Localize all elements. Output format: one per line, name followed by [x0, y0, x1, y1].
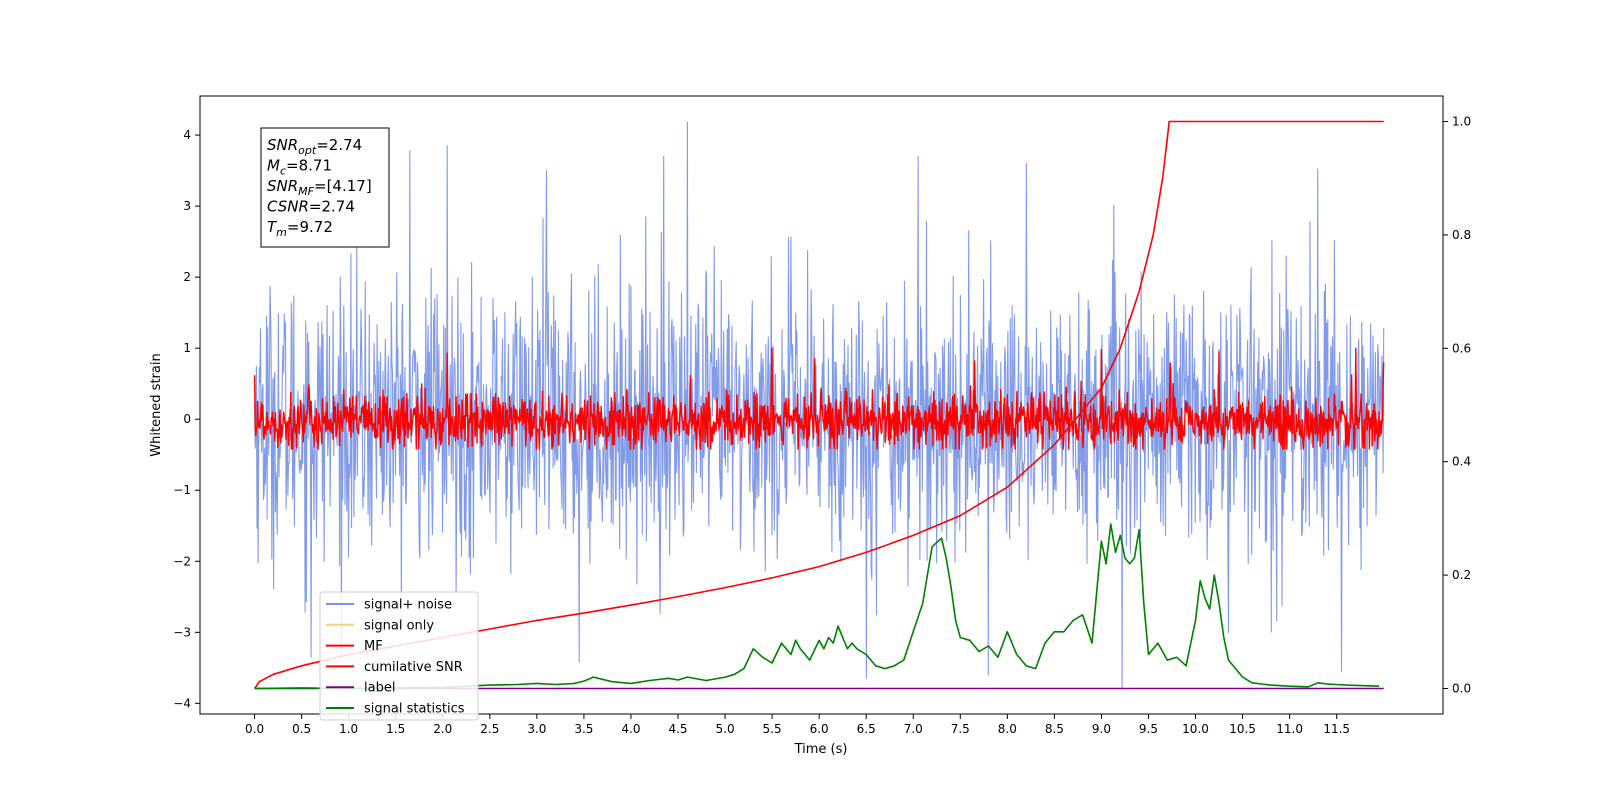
y2-tick-label: 0.6 — [1452, 341, 1471, 355]
y-tick-label: 2 — [183, 270, 191, 284]
series-line — [253, 347, 1385, 450]
x-tick-label: 10.5 — [1229, 722, 1256, 736]
x-tick-label: 2.5 — [480, 722, 499, 736]
legend-label: cumilative SNR — [364, 660, 463, 675]
axes-frame — [199, 95, 1444, 715]
legend-label: signal+ noise — [364, 598, 452, 613]
legend-label: MF — [364, 639, 383, 654]
x-tick-label: 6.0 — [810, 722, 829, 736]
x-tick-label: 8.0 — [998, 722, 1017, 736]
y-tick-label: −1 — [173, 483, 191, 497]
x-tick-label: 4.5 — [668, 722, 687, 736]
x-axis-label: Time (s) — [794, 742, 848, 757]
annotation-line: Mc=8.71 — [267, 157, 332, 178]
annotation-line: SNRopt=2.74 — [267, 136, 362, 157]
x-tick-label: 3.0 — [527, 722, 546, 736]
legend: signal+ noise signal only MF cumilative SNR… — [319, 591, 479, 721]
y-tick-label: 1 — [183, 341, 191, 355]
x-tick-label: 10.0 — [1182, 722, 1209, 736]
x-tick-label: 11.0 — [1276, 722, 1303, 736]
x-tick-label: 3.5 — [574, 722, 593, 736]
x-tick-label: 0.5 — [292, 722, 311, 736]
y-axis-left: 4 3 2 1 0 −1 −2 −3 −4 — [173, 128, 200, 710]
x-tick-label: 9.5 — [1139, 722, 1158, 736]
annotation-frame — [260, 127, 390, 248]
series-line — [254, 523, 1380, 690]
y2-tick-label: 0.4 — [1452, 455, 1471, 469]
x-tick-label: 8.5 — [1045, 722, 1064, 736]
y-tick-label: 3 — [183, 199, 191, 213]
x-tick-label: 7.0 — [904, 722, 923, 736]
annotation-line: CSNR=2.74 — [267, 198, 355, 216]
y-axis-right: 1.0 0.8 0.6 0.4 0.2 0.0 — [1443, 115, 1471, 695]
legend-frame — [319, 591, 479, 721]
y2-tick-label: 0.0 — [1452, 681, 1471, 695]
x-axis: 0.0 0.5 1.0 1.5 2.0 2.5 3.0 3.5 4.0 4.5 5.0 5.5 6.0 6… — [245, 714, 1350, 736]
annotation-line: SNRMF=[4.17] — [267, 177, 372, 198]
x-tick-label: 6.5 — [857, 722, 876, 736]
x-tick-label: 0.0 — [245, 722, 264, 736]
x-tick-label: 4.0 — [621, 722, 640, 736]
legend-label: label — [364, 681, 395, 696]
y-tick-label: −3 — [173, 625, 191, 639]
y-tick-label: −2 — [173, 554, 191, 568]
x-tick-label: 1.0 — [339, 722, 358, 736]
x-tick-label: 2.0 — [433, 722, 452, 736]
x-tick-label: 5.5 — [763, 722, 782, 736]
x-tick-label: 1.5 — [386, 722, 405, 736]
y2-tick-label: 0.2 — [1452, 568, 1471, 582]
y-tick-label: 0 — [183, 412, 191, 426]
legend-label: signal only — [364, 618, 434, 633]
x-tick-label: 11.5 — [1323, 722, 1350, 736]
legend-label: signal statistics — [364, 702, 465, 717]
y2-tick-label: 0.8 — [1452, 228, 1471, 242]
y-axis-label: Whitened strain — [149, 353, 164, 456]
x-tick-label: 7.5 — [951, 722, 970, 736]
y-tick-label: 4 — [183, 128, 191, 142]
y-tick-label: −4 — [173, 696, 191, 710]
annotation-line: Tm=9.72 — [267, 218, 333, 239]
x-tick-label: 9.0 — [1092, 722, 1111, 736]
x-tick-label: 5.0 — [716, 722, 735, 736]
y2-tick-label: 1.0 — [1452, 115, 1471, 129]
